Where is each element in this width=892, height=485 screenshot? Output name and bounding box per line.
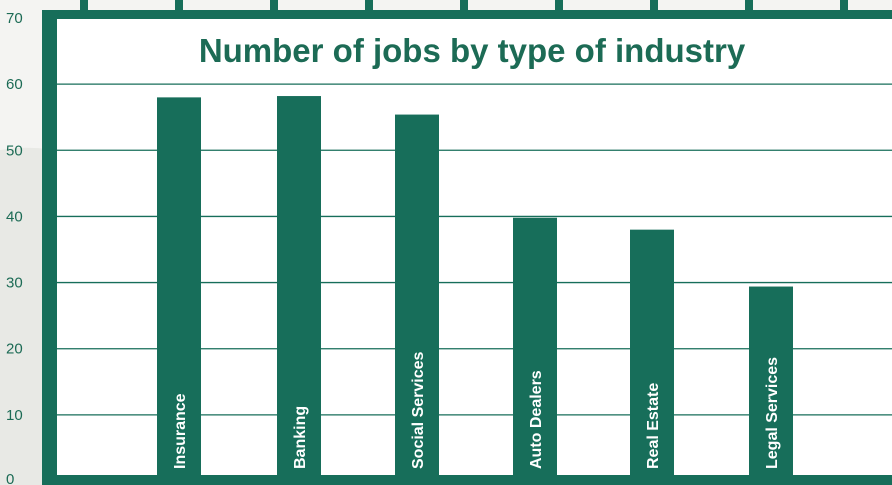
frame-tooth	[460, 0, 468, 12]
frame-tooth	[365, 0, 373, 12]
chart-frame	[42, 0, 892, 485]
frame-tooth	[650, 0, 658, 12]
bars: Insurance Banking Social Services Auto Deal…	[157, 96, 793, 481]
bar	[749, 286, 793, 481]
frame-tooth	[80, 0, 88, 12]
frame-left	[42, 10, 57, 485]
y-tick-label: 50	[6, 142, 23, 159]
y-tick-label: 70	[6, 10, 23, 27]
frame-tooth	[555, 0, 563, 12]
bar-label: Legal Services	[764, 357, 781, 469]
y-tick-label: 10	[6, 407, 23, 424]
bar	[277, 96, 321, 481]
frame-tooth	[840, 0, 848, 12]
bar-label: Social Services	[410, 351, 427, 469]
bar-label: Real Estate	[645, 383, 662, 469]
frame-top	[42, 10, 892, 19]
y-tick-label: 0	[6, 471, 14, 485]
y-tick-label: 60	[6, 76, 23, 93]
frame-tooth	[175, 0, 183, 12]
frame-tooth	[270, 0, 278, 12]
bar	[395, 114, 439, 481]
bar-label: Banking	[292, 406, 309, 469]
y-tick-label: 40	[6, 208, 23, 225]
bar	[630, 229, 674, 481]
frame-bottom	[42, 475, 892, 485]
bar	[513, 217, 557, 481]
bar-label: Auto Dealers	[528, 370, 545, 469]
y-tick-label: 20	[6, 341, 23, 358]
y-axis-ticks: 0 10 20 30 40 50 60 70	[6, 10, 23, 485]
bar-label: Insurance	[172, 393, 189, 469]
frame-tooth	[745, 0, 753, 12]
bar	[157, 97, 201, 481]
y-tick-label: 30	[6, 275, 23, 292]
chart-title: Number of jobs by type of industry	[199, 32, 746, 69]
